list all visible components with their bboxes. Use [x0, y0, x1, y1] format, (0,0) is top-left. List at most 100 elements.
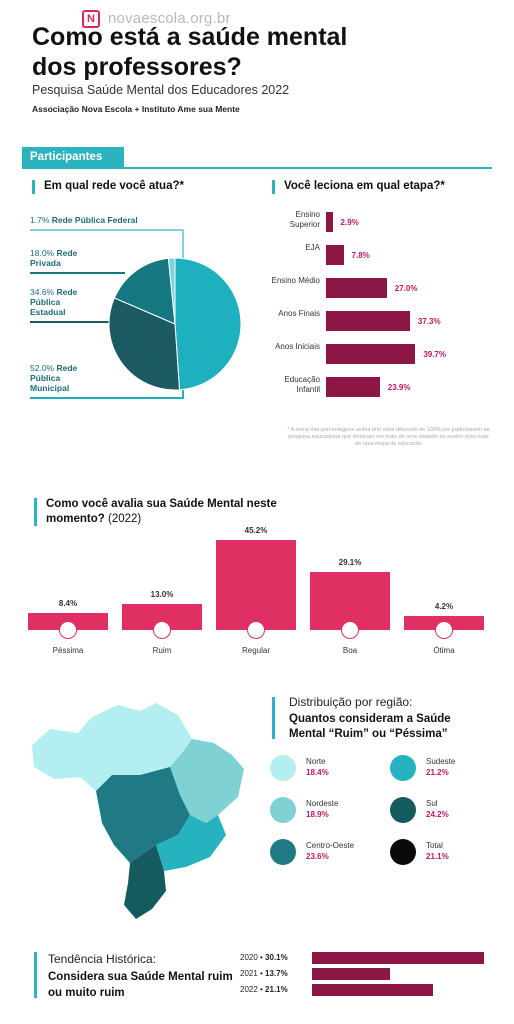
- participants-tab: Participantes: [22, 147, 124, 167]
- question-marker: [32, 180, 35, 194]
- region-title-1: Distribuição por região:: [289, 695, 413, 709]
- map-region-nordeste: [170, 739, 244, 823]
- stage-value: 2.9%: [340, 218, 359, 227]
- legend-name: Centro-Oeste: [306, 841, 355, 850]
- page-title: Como está a saúde mental dos professores…: [32, 23, 348, 81]
- trend-year: 2021 •: [240, 969, 266, 978]
- trend-value: 13.7%: [265, 969, 288, 978]
- stage-value: 39.7%: [423, 350, 446, 359]
- stage-bar-chart: Ensino Superior 2.9% EJA 7.8% Ensino Médio 27…: [270, 200, 500, 410]
- map-region-norte: [32, 703, 192, 791]
- health-bar: [310, 572, 390, 630]
- stage-bar: [326, 245, 344, 265]
- stage-value: 27.0%: [394, 284, 418, 293]
- legend-dot: [270, 755, 296, 781]
- trend-bar: [312, 984, 433, 996]
- face-icon: [59, 621, 77, 639]
- stage-bar: [326, 311, 410, 331]
- stage-value: 37.3%: [417, 317, 441, 326]
- stage-label: Anos Finais: [278, 309, 320, 318]
- pie-label-name: Rede Pública Estadual: [30, 287, 78, 317]
- legend-name: Sul: [426, 799, 438, 808]
- health-question-text: Como você avalia sua Saúde Mental neste …: [46, 498, 277, 525]
- legend-name: Total: [426, 841, 443, 850]
- legend-value: 21.2%: [426, 768, 449, 777]
- stage-bar: [326, 377, 380, 397]
- trend-bar-chart: 2020 • 30.1% 2021 • 13.7% 2022 • 21.1%: [240, 952, 490, 1002]
- site-logo-icon: N: [82, 10, 100, 28]
- pie-slice-0: [167, 257, 176, 325]
- face-icon: [153, 621, 171, 639]
- pie-label-pct: 1.7%: [30, 215, 50, 225]
- network-pie-chart: [30, 229, 242, 399]
- pie-label-name: Rede Pública Municipal: [30, 363, 78, 393]
- trend-label: 2021 • 13.7%: [240, 969, 288, 978]
- health-label: Ruim: [152, 646, 172, 655]
- face-icon: [341, 621, 359, 639]
- trend-title-2: Considera sua Saúde Mental ruim ou muito…: [48, 971, 233, 999]
- legend-value: 18.4%: [306, 768, 329, 777]
- site-url[interactable]: novaescola.org.br: [108, 10, 231, 27]
- pie-slices: [108, 257, 242, 391]
- stage-label: Anos Iniciais: [275, 342, 320, 351]
- legend-dot: [270, 797, 296, 823]
- health-question: Como você avalia sua Saúde Mental neste …: [46, 497, 286, 527]
- health-bar: [216, 540, 296, 630]
- trend-year: 2020 •: [240, 953, 266, 962]
- legend-dot: [390, 755, 416, 781]
- legend-value: 24.2%: [426, 810, 449, 819]
- pie-label-name: Rede Privada: [30, 248, 78, 268]
- map-region-centro-oeste: [96, 767, 190, 863]
- section-divider: [22, 167, 492, 169]
- pie-label-municipal: 52.0% Rede Pública Municipal: [30, 363, 98, 393]
- health-value: 45.2%: [244, 526, 268, 535]
- pie-slice-1: [113, 257, 176, 325]
- stage-label: Ensino Médio: [271, 276, 320, 285]
- stage-bar: [326, 344, 416, 364]
- question-marker: [34, 498, 37, 526]
- legend-name: Sudeste: [426, 757, 456, 766]
- legend-name: Nordeste: [306, 799, 339, 808]
- stage-bar: [326, 278, 387, 298]
- question-marker: [272, 697, 275, 739]
- credits: Associação Nova Escola + Instituto Ame s…: [32, 104, 240, 114]
- region-legend: Norte 18.4% Nordeste 18.9% Centro-Oeste 23.6%…: [270, 755, 500, 875]
- legend-dot: [390, 797, 416, 823]
- pie-slice-3: [174, 257, 242, 391]
- health-label: Péssima: [52, 646, 84, 655]
- face-icon: [435, 621, 453, 639]
- health-question-year: (2022): [107, 513, 142, 525]
- health-label: Boa: [342, 646, 358, 655]
- pie-label-name: Rede Pública Federal: [51, 215, 138, 225]
- health-value: 13.0%: [150, 590, 174, 600]
- legend-dot: [270, 839, 296, 865]
- pie-label-privada: 18.0% Rede Privada: [30, 248, 110, 268]
- health-value: 4.2%: [434, 602, 454, 611]
- pie-label-pct: 34.6%: [30, 287, 55, 297]
- leader-line-federal: [30, 229, 184, 265]
- brazil-map: [32, 703, 244, 919]
- footnote: * A soma das porcentagens acima têm valo…: [287, 427, 490, 447]
- question-marker: [34, 952, 37, 998]
- legend-dot: [390, 839, 416, 865]
- face-icon: [247, 621, 265, 639]
- stage-value: 23.9%: [387, 383, 411, 392]
- stage-value: 7.8%: [351, 251, 370, 260]
- pie-label-federal: 1.7% Rede Pública Federal: [30, 215, 190, 225]
- network-question: Em qual rede você atua?*: [44, 180, 184, 192]
- trend-value: 30.1%: [265, 953, 288, 962]
- stage-label: EJA: [305, 243, 320, 252]
- trend-value: 21.1%: [265, 985, 288, 994]
- health-label: Ótima: [433, 646, 455, 655]
- pie-slice-2: [108, 297, 181, 391]
- trend-label: 2022 • 21.1%: [240, 985, 288, 994]
- health-label: Regular: [241, 646, 270, 655]
- legend-value: 18.9%: [306, 810, 329, 819]
- health-value: 8.4%: [58, 599, 78, 609]
- health-value: 29.1%: [338, 558, 362, 568]
- legend-name: Norte: [306, 757, 326, 766]
- legend-value: 21.1%: [426, 852, 449, 861]
- stage-label: Ensino Superior: [289, 210, 320, 229]
- map-region-sudeste: [156, 815, 226, 871]
- pie-label-estadual: 34.6% Rede Pública Estadual: [30, 287, 98, 317]
